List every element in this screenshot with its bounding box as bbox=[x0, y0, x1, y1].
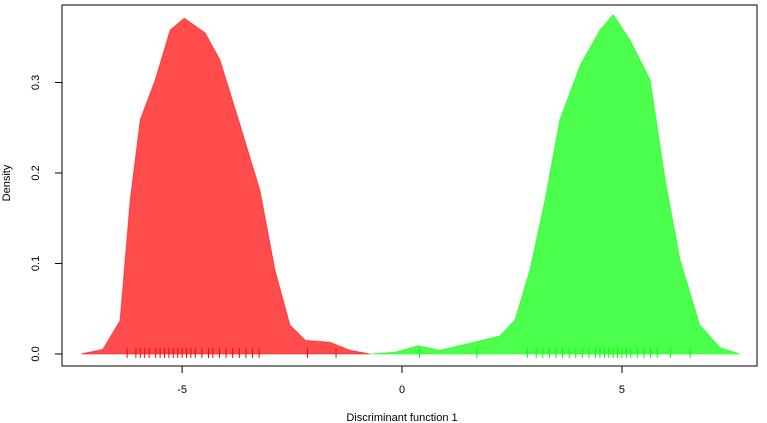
y-axis-label: Density bbox=[1, 164, 13, 201]
x-tick-label: 0 bbox=[399, 384, 405, 396]
density-area bbox=[369, 13, 740, 355]
x-tick-label: 5 bbox=[619, 384, 625, 396]
y-tick-label: 0.2 bbox=[30, 165, 42, 180]
density-area bbox=[80, 17, 370, 355]
y-tick-label: 0.3 bbox=[30, 75, 42, 90]
y-tick-label: 0.1 bbox=[30, 256, 42, 271]
y-tick-label: 0.0 bbox=[30, 346, 42, 361]
x-tick-label: -5 bbox=[177, 384, 187, 396]
x-axis-label: Discriminant function 1 bbox=[346, 412, 457, 423]
